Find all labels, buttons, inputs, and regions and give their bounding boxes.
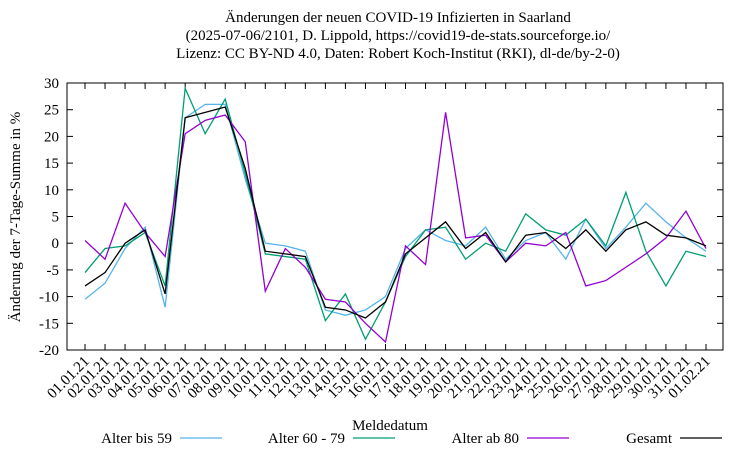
y-tick-label: 10	[44, 183, 59, 199]
y-tick-label: 0	[52, 236, 60, 252]
legend-label: Alter bis 59	[101, 431, 172, 447]
y-tick-label: -10	[39, 290, 59, 306]
series-line	[84, 112, 707, 344]
plot-frame	[66, 82, 724, 351]
legend-label: Alter 60 - 79	[268, 431, 345, 447]
y-tick-label: -5	[47, 263, 60, 279]
chart-subtitle: Lizenz: CC BY-ND 4.0, Daten: Robert Koch…	[176, 46, 620, 62]
y-axis-label: Änderung der 7-Tage-Summe in %	[7, 112, 24, 323]
legend-label: Alter ab 80	[452, 431, 519, 447]
y-tick-label: 20	[44, 129, 59, 145]
y-tick-label: 15	[44, 156, 59, 172]
legend-label: Gesamt	[626, 431, 673, 447]
y-tick-label: 30	[44, 76, 59, 92]
y-tick-label: 25	[44, 103, 59, 119]
series-line	[84, 103, 707, 316]
chart-subtitle: (2025-07-06/2101, D. Lippold, https://co…	[186, 28, 611, 44]
y-tick-label: 5	[52, 210, 60, 226]
y-tick-label: -20	[39, 343, 59, 359]
y-tick-label: -15	[39, 316, 59, 332]
x-axis-label: Meldedatum	[352, 418, 428, 434]
chart-title: Änderungen der neuen COVID-19 Infizierte…	[225, 9, 571, 26]
series-line	[84, 106, 707, 319]
series-line	[84, 85, 707, 341]
